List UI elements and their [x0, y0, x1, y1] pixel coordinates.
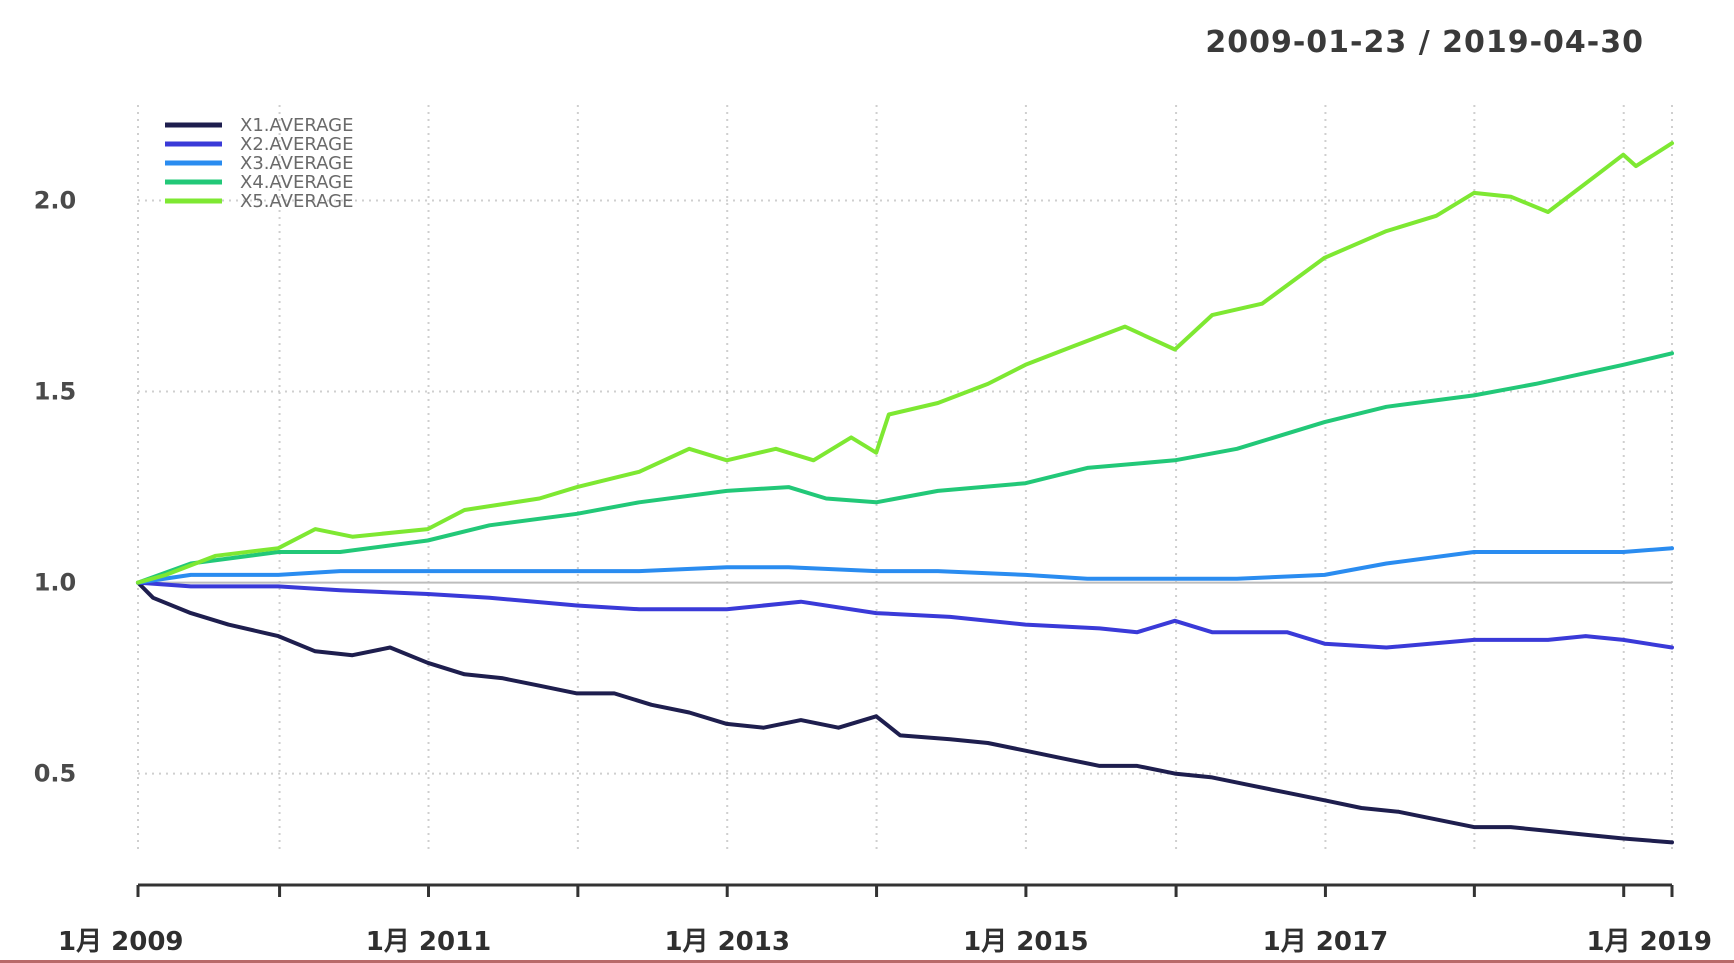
y-tick-label: 0.5 [34, 760, 77, 788]
legend-label: X1.AVERAGE [240, 115, 353, 136]
legend: X1.AVERAGEX2.AVERAGEX3.AVERAGEX4.AVERAGE… [165, 115, 353, 212]
x-tick-label: 1月 2009 [58, 927, 184, 957]
bottom-border [0, 960, 1734, 963]
y-tick-label: 1.0 [34, 569, 77, 597]
x-tick-label: 1月 2019 [1586, 927, 1712, 957]
legend-label: X3.AVERAGE [240, 153, 353, 174]
x-tick-label: 1月 2011 [366, 927, 492, 957]
legend-label: X5.AVERAGE [240, 191, 353, 212]
date-range-label: 2009-01-23 / 2019-04-30 [1205, 25, 1644, 60]
series-line-x2-average [136, 580, 1674, 650]
series-line-x3-average [136, 546, 1674, 585]
grid [137, 105, 1673, 850]
series-group [136, 141, 1674, 845]
y-tick-label: 1.5 [34, 378, 77, 406]
x-tick-label: 1月 2015 [963, 927, 1089, 957]
series-line-x5-average [136, 141, 1674, 585]
x-axis: 1月 2009 1月 2011 1月 2013 1月 2015 1月 2017 1月 20… [58, 883, 1712, 957]
legend-label: X4.AVERAGE [240, 172, 353, 193]
y-axis: 0.5 1.0 1.5 2.0 [34, 187, 77, 788]
x-tick-label: 1月 2013 [664, 927, 790, 957]
series-line-x4-average [136, 351, 1674, 585]
y-tick-label: 2.0 [34, 187, 77, 215]
x-tick-label: 1月 2017 [1263, 927, 1389, 957]
series-line-x1-average [136, 580, 1674, 845]
legend-label: X2.AVERAGE [240, 134, 353, 155]
